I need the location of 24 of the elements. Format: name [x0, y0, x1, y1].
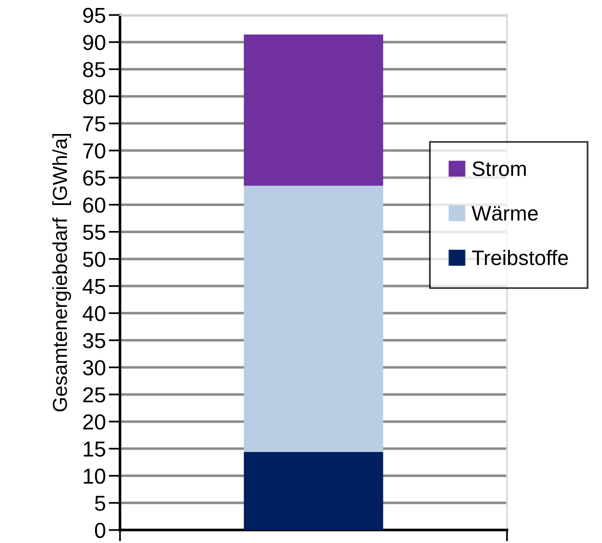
y-tick-label: 65	[83, 170, 106, 186]
y-tick-label: 5	[95, 496, 106, 511]
y-tick-label: 35	[82, 333, 106, 348]
legend-label: Wärme	[472, 206, 538, 221]
y-tick-label: 10	[84, 468, 106, 484]
y-tick-label: 55	[83, 224, 106, 240]
y-tick-label: 80	[83, 89, 106, 104]
y-tick-label: 20	[83, 414, 106, 430]
y-tick-label: 30	[82, 360, 106, 376]
y-tick-label: 85	[83, 62, 106, 78]
y-tick-label: 70	[83, 143, 106, 159]
y-tick-label: 15	[84, 442, 106, 457]
y-tick-label: 25	[83, 387, 106, 402]
y-axis-title: Gesamtenergiebedarf [GWh/a]	[52, 134, 72, 412]
y-tick-label: 0	[94, 522, 106, 538]
y-tick-label: 40	[82, 306, 106, 322]
y-tick-label: 95	[83, 8, 106, 24]
y-tick-label: 45	[82, 279, 106, 294]
y-tick-label: 50	[83, 252, 106, 267]
legend-label: Strom	[472, 161, 526, 176]
y-tick-label: 60	[83, 198, 106, 213]
legend-label: Treibstoffe	[472, 250, 568, 266]
y-tick-label: 90	[83, 34, 106, 50]
y-tick-label: 75	[83, 116, 106, 132]
